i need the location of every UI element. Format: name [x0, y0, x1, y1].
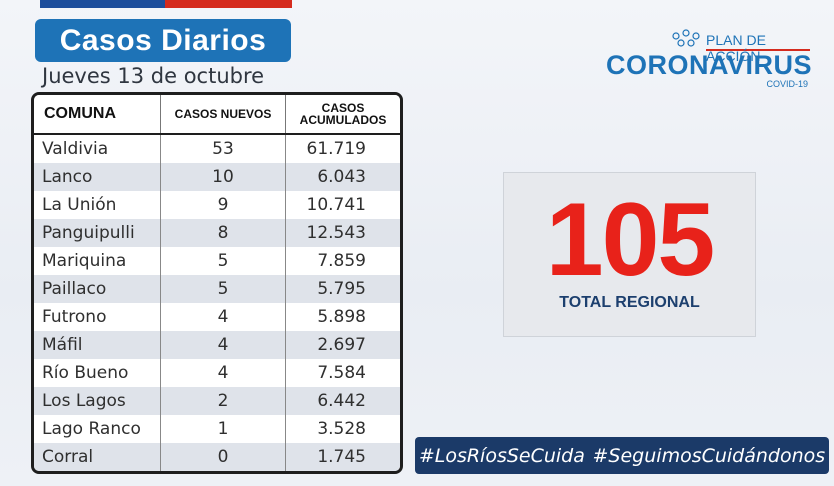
flag-blue	[40, 0, 165, 8]
col-header-casos-acumulados-text: CASOS ACUMULADOS	[299, 101, 387, 127]
cell-casos-nuevos: 1	[160, 415, 286, 443]
cell-comuna: Lanco	[34, 163, 161, 191]
table-row: Los Lagos 2 6.442	[34, 387, 400, 415]
crest-icon	[672, 29, 700, 47]
col-header-casos-nuevos: CASOS NUEVOS	[160, 95, 286, 135]
table-row: Río Bueno 4 7.584	[34, 359, 400, 387]
table-row: Futrono 4 5.898	[34, 303, 400, 331]
table-row: Corral 0 1.745	[34, 443, 400, 471]
logo-plan-text: PLAN DE ACCIÓN	[706, 32, 766, 64]
total-label: TOTAL REGIONAL	[559, 294, 700, 311]
table-body: Valdivia 53 61.719 Lanco 10 6.043 La Unión 9 10.…	[34, 134, 400, 471]
cell-comuna: Futrono	[34, 303, 161, 331]
total-regional-card: 105 TOTAL REGIONAL	[503, 172, 756, 337]
cell-casos-acumulados: 7.584	[285, 359, 400, 387]
cell-comuna: Lago Ranco	[34, 415, 161, 443]
hashtag-losrios: #LosRíosSeCuida	[418, 444, 585, 467]
cell-comuna: La Unión	[34, 191, 161, 219]
cases-table: COMUNA CASOS NUEVOS CASOS ACUMULADOS Val…	[31, 92, 403, 474]
hashtag-bar: #LosRíosSeCuida #SeguimosCuidándonos	[415, 437, 829, 474]
col-header-casos-acumulados: CASOS ACUMULADOS	[285, 95, 400, 135]
cell-casos-acumulados: 6.442	[285, 387, 400, 415]
cell-comuna: Mariquina	[34, 247, 161, 275]
table-row: Mariquina 5 7.859	[34, 247, 400, 275]
coronavirus-logo: PLAN DE ACCIÓN CORONAVIRUS COVID-19	[606, 28, 816, 92]
cell-casos-nuevos: 4	[160, 359, 286, 387]
cell-casos-nuevos: 53	[160, 134, 286, 163]
flag-red	[165, 0, 292, 8]
cell-comuna: Corral	[34, 443, 161, 471]
logo-underline	[706, 49, 810, 51]
cell-casos-acumulados: 2.697	[285, 331, 400, 359]
cell-casos-nuevos: 10	[160, 163, 286, 191]
cell-casos-nuevos: 8	[160, 219, 286, 247]
logo-coronavirus-text: CORONAVIRUS	[606, 50, 813, 80]
page-title: Casos Diarios	[35, 19, 291, 62]
table-row: Paillaco 5 5.795	[34, 275, 400, 303]
cell-casos-nuevos: 9	[160, 191, 286, 219]
table-row: Valdivia 53 61.719	[34, 134, 400, 163]
cell-casos-nuevos: 5	[160, 275, 286, 303]
cell-casos-acumulados: 6.043	[285, 163, 400, 191]
cell-casos-acumulados: 1.745	[285, 443, 400, 471]
cell-comuna: Río Bueno	[34, 359, 161, 387]
table-row: Lanco 10 6.043	[34, 163, 400, 191]
cell-casos-acumulados: 61.719	[285, 134, 400, 163]
top-flag-stripe	[40, 0, 292, 8]
cell-casos-nuevos: 4	[160, 331, 286, 359]
report-date: Jueves 13 de octubre	[42, 64, 265, 88]
cell-comuna: Paillaco	[34, 275, 161, 303]
table-row: Lago Ranco 1 3.528	[34, 415, 400, 443]
cell-casos-acumulados: 7.859	[285, 247, 400, 275]
cell-casos-acumulados: 5.898	[285, 303, 400, 331]
table-header-row: COMUNA CASOS NUEVOS CASOS ACUMULADOS	[34, 95, 400, 135]
cell-comuna: Los Lagos	[34, 387, 161, 415]
cell-casos-acumulados: 3.528	[285, 415, 400, 443]
logo-covid-text: COVID-19	[766, 79, 808, 89]
table-row: La Unión 9 10.741	[34, 191, 400, 219]
cell-casos-nuevos: 5	[160, 247, 286, 275]
cell-comuna: Valdivia	[34, 134, 161, 163]
cell-comuna: Máfil	[34, 331, 161, 359]
table-row: Máfil 4 2.697	[34, 331, 400, 359]
hashtag-seguimos: #SeguimosCuidándonos	[592, 444, 826, 467]
cell-casos-acumulados: 12.543	[285, 219, 400, 247]
cell-casos-acumulados: 10.741	[285, 191, 400, 219]
cell-comuna: Panguipulli	[34, 219, 161, 247]
cell-casos-nuevos: 0	[160, 443, 286, 471]
table-row: Panguipulli 8 12.543	[34, 219, 400, 247]
col-header-comuna: COMUNA	[34, 95, 161, 135]
cell-casos-nuevos: 4	[160, 303, 286, 331]
cell-casos-nuevos: 2	[160, 387, 286, 415]
cell-casos-acumulados: 5.795	[285, 275, 400, 303]
total-value: 105	[545, 182, 716, 298]
